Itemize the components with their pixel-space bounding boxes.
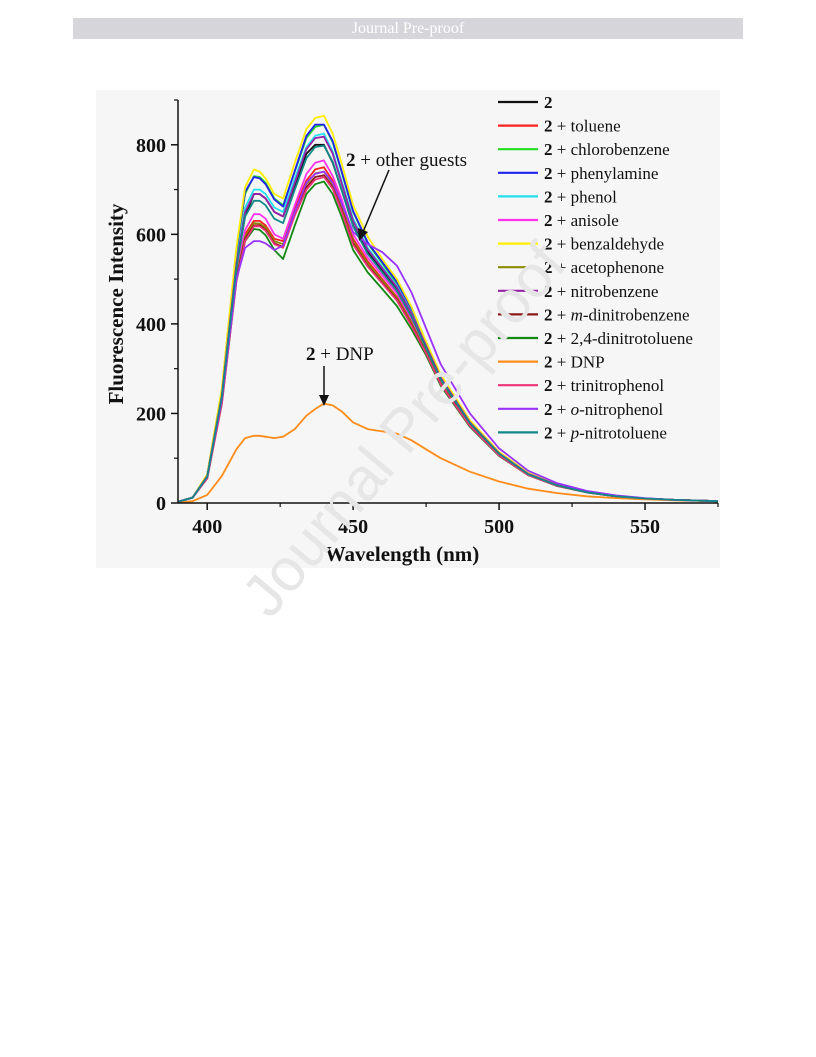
- series-line: [177, 144, 719, 503]
- legend-label: 2 + anisole: [544, 211, 619, 230]
- legend-label: 2: [544, 93, 553, 112]
- y-tick-label: 0: [156, 493, 166, 515]
- legend: 2 2 + toluene 2 + chlorobenzene 2 + phenyl…: [498, 93, 693, 442]
- y-tick-label: 200: [136, 403, 166, 425]
- legend-label: 2 + nitrobenzene: [544, 282, 658, 301]
- x-tick-label: 450: [338, 516, 368, 538]
- annotation-layer: 2 + other guests 2 + DNP: [306, 150, 467, 406]
- banner-text: Journal Pre-proof: [351, 20, 465, 37]
- journal-banner: Journal Pre-proof: [73, 18, 743, 39]
- legend-label: 2 + chlorobenzene: [544, 140, 670, 159]
- fluorescence-chart: 0 200 400 600 800 400 450 500 550 Wavelength (nm…: [104, 93, 719, 566]
- series-line: [177, 170, 719, 503]
- legend-label: 2 + toluene: [544, 117, 621, 136]
- legend-label: 2 + phenylamine: [544, 164, 658, 183]
- series-line: [177, 402, 719, 504]
- legend-label: 2 + 2,4-dinitrotoluene: [544, 329, 693, 348]
- legend-label: 2 + DNP: [544, 353, 605, 372]
- series-layer: [177, 114, 719, 504]
- y-tick-label: 600: [136, 224, 166, 246]
- annotation-other-guests-arrow: [362, 169, 390, 233]
- y-tick-label: 400: [136, 314, 166, 336]
- x-tick-label: 500: [484, 516, 514, 538]
- x-axis-label: Wavelength (nm): [325, 542, 480, 566]
- legend-label: 2 + m-dinitrobenzene: [544, 305, 690, 324]
- annotation-dnp-arrowhead: [319, 395, 329, 406]
- legend-label: 2 + o-nitrophenol: [544, 400, 663, 419]
- x-tick-label: 550: [630, 516, 660, 538]
- axis-layer: [177, 100, 718, 504]
- annotation-other-guests-arrowhead: [358, 228, 368, 241]
- legend-label: 2 + benzaldehyde: [544, 235, 664, 254]
- legend-label: 2 + acetophenone: [544, 258, 664, 277]
- annotation-other-guests: 2 + other guests: [346, 150, 467, 171]
- x-tick-label: 400: [192, 516, 222, 538]
- figure-panel: 0 200 400 600 800 400 450 500 550 Wavelength (nm…: [96, 90, 720, 568]
- y-axis-label: Fluorescence Intensity: [104, 203, 128, 404]
- legend-label: 2 + phenol: [544, 187, 617, 206]
- tick-layer: 0 200 400 600 800 400 450 500 550: [136, 99, 719, 538]
- y-tick-label: 800: [136, 135, 166, 157]
- legend-label: 2 + p-nitrotoluene: [544, 423, 667, 442]
- legend-label: 2 + trinitrophenol: [544, 376, 664, 395]
- annotation-dnp: 2 + DNP: [306, 344, 374, 365]
